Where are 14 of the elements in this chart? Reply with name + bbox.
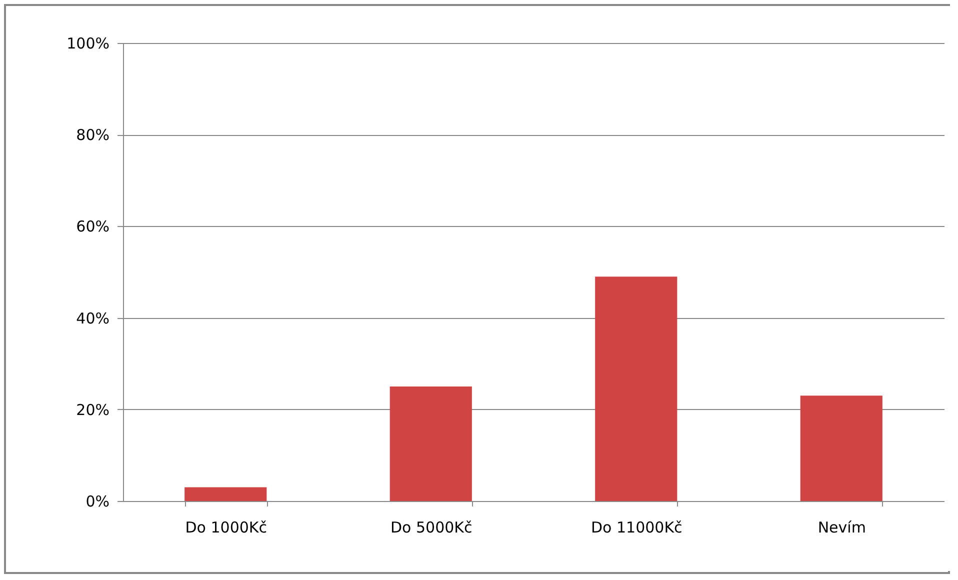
bar [184, 487, 267, 501]
bar [595, 276, 678, 501]
y-tick-label: 0% [86, 492, 110, 510]
y-tick-label: 100% [66, 34, 110, 52]
y-tick-label: 60% [76, 218, 110, 236]
y-tick-label: 80% [76, 126, 110, 144]
bar [800, 396, 882, 501]
x-tick-label: Do 1000Kč [185, 518, 268, 536]
y-tick-label: 40% [76, 309, 110, 328]
x-tick-label: Nevím [818, 518, 866, 536]
x-tick-label: Do 11000Kč [590, 518, 682, 536]
x-tick-label: Do 5000Kč [390, 518, 472, 536]
y-tick-label: 20% [76, 400, 110, 419]
bar [390, 386, 472, 501]
